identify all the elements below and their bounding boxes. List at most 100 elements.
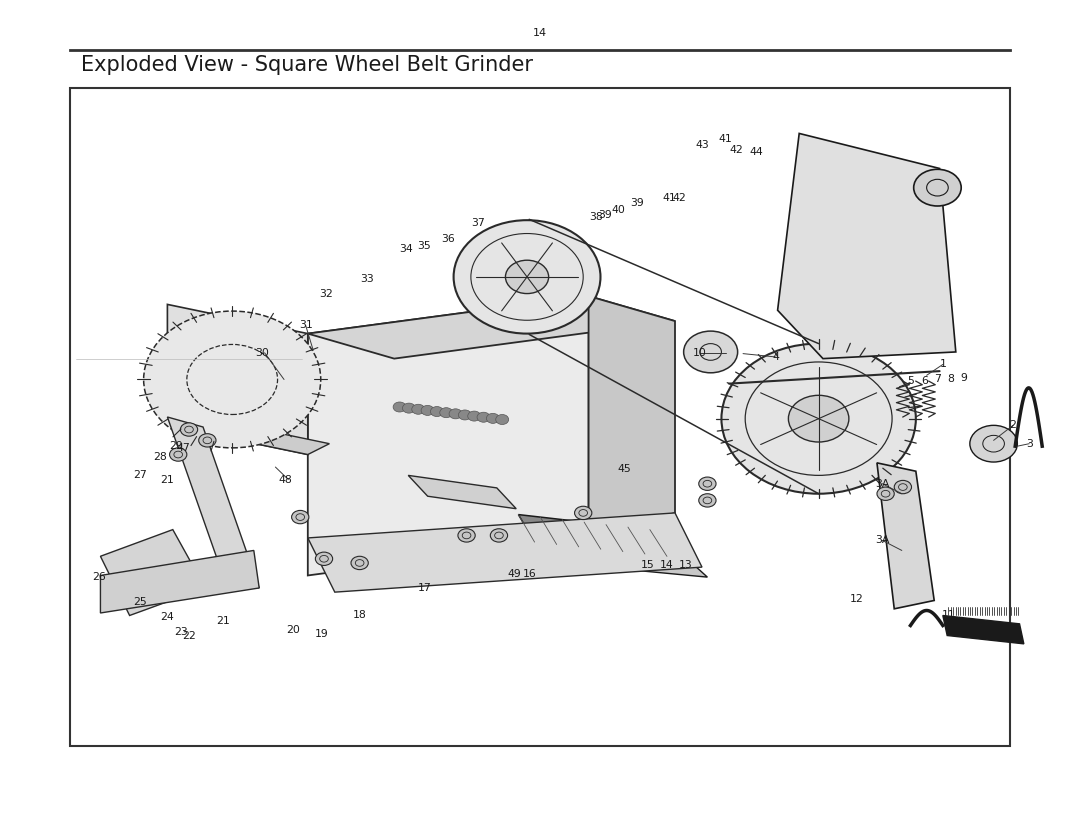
Circle shape [411,404,424,414]
Polygon shape [589,296,675,538]
Text: 39: 39 [598,210,611,220]
Text: 48: 48 [279,475,292,485]
Text: 30: 30 [256,348,269,358]
Polygon shape [308,513,702,592]
Text: 17: 17 [418,583,431,593]
Text: 44: 44 [750,147,762,157]
Text: 37: 37 [472,218,485,228]
Text: 25: 25 [134,597,147,607]
Text: 41: 41 [663,193,676,203]
Text: 14: 14 [660,560,673,570]
Text: 41: 41 [719,134,732,144]
Text: 43: 43 [696,140,708,150]
Text: 3A: 3A [875,535,890,545]
Text: 24: 24 [161,612,174,622]
Text: 6: 6 [921,376,928,386]
Text: 18: 18 [353,610,366,620]
Circle shape [170,448,187,461]
Text: 19: 19 [315,629,328,639]
Text: 22: 22 [183,631,195,641]
Text: 8: 8 [947,374,954,384]
Text: 42: 42 [730,145,743,155]
Circle shape [393,402,406,412]
Text: 26: 26 [93,572,106,582]
Text: 15: 15 [642,560,654,570]
Text: 11: 11 [942,610,955,620]
Text: 13: 13 [679,560,692,570]
Circle shape [351,556,368,570]
Polygon shape [100,550,259,613]
Text: 33: 33 [361,274,374,284]
Circle shape [403,403,416,413]
Circle shape [505,260,549,294]
Text: 3: 3 [1026,439,1032,449]
Text: 35: 35 [418,241,431,251]
Circle shape [454,220,600,334]
Text: 10: 10 [693,348,706,358]
Text: 2: 2 [1010,420,1016,430]
Text: 38: 38 [590,212,603,222]
Circle shape [458,529,475,542]
Polygon shape [408,475,516,509]
Circle shape [699,477,716,490]
Text: 32: 32 [320,289,333,299]
Text: 4: 4 [772,352,779,362]
Polygon shape [167,414,329,455]
Circle shape [490,529,508,542]
Text: 12: 12 [850,594,863,604]
Polygon shape [499,542,707,577]
Circle shape [421,405,434,415]
Text: Exploded View - Square Wheel Belt Grinder: Exploded View - Square Wheel Belt Grinde… [81,55,534,75]
Polygon shape [100,530,205,615]
Circle shape [477,412,490,422]
Polygon shape [308,296,675,359]
Circle shape [788,395,849,442]
Text: 49: 49 [508,569,521,579]
Text: 39: 39 [631,198,644,208]
Text: 7: 7 [934,374,941,384]
Text: 34: 34 [400,244,413,254]
Polygon shape [308,296,589,575]
Circle shape [468,411,481,421]
Text: 36: 36 [442,234,455,244]
Circle shape [449,409,462,419]
Circle shape [315,552,333,565]
Circle shape [180,423,198,436]
Text: 27: 27 [134,470,147,480]
Circle shape [894,480,912,494]
Text: 20: 20 [286,625,299,635]
Text: 1: 1 [940,359,946,369]
Circle shape [684,331,738,373]
Text: 29: 29 [170,441,183,451]
Polygon shape [943,615,1024,644]
Polygon shape [167,417,259,588]
Circle shape [144,311,321,448]
Circle shape [486,414,499,424]
Text: 21: 21 [217,616,230,626]
Circle shape [877,487,894,500]
Text: 16: 16 [523,569,536,579]
Text: 23: 23 [175,627,188,637]
Circle shape [721,344,916,494]
Polygon shape [518,515,689,560]
Text: 14: 14 [532,28,548,38]
Text: 31: 31 [299,320,312,330]
Text: 47: 47 [177,443,190,453]
Text: 42: 42 [673,193,686,203]
Circle shape [970,425,1017,462]
Text: 9: 9 [960,373,967,383]
Circle shape [440,408,453,418]
Text: 3A: 3A [875,479,890,489]
Text: 45: 45 [618,464,631,474]
Circle shape [575,506,592,520]
Text: 21: 21 [161,475,174,485]
Circle shape [199,434,216,447]
Bar [70,88,1010,746]
Text: 5: 5 [907,376,914,386]
Circle shape [914,169,961,206]
Circle shape [699,494,716,507]
Circle shape [458,410,471,420]
Polygon shape [167,304,308,455]
Circle shape [292,510,309,524]
Polygon shape [778,133,956,359]
